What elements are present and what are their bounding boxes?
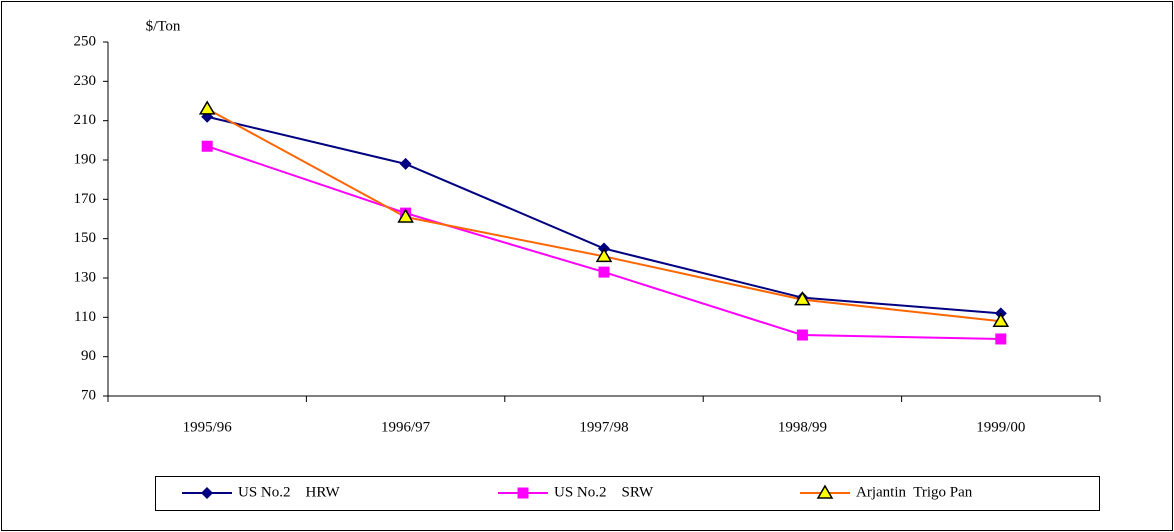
- marker: [595, 247, 613, 263]
- y-tick-label: 110: [74, 309, 96, 325]
- y-axis-label: $/Ton: [146, 18, 181, 34]
- marker: [517, 487, 529, 499]
- y-tick-label: 170: [74, 191, 97, 207]
- y-tick-label: 210: [74, 112, 97, 128]
- marker: [816, 484, 834, 499]
- x-tick-label: 1999/00: [976, 419, 1025, 435]
- marker: [598, 266, 610, 278]
- y-tick-label: 230: [74, 73, 97, 89]
- marker: [992, 312, 1010, 328]
- marker: [995, 333, 1007, 345]
- y-tick-label: 130: [74, 269, 97, 285]
- legend-box: [155, 476, 1100, 511]
- x-tick-label: 1997/98: [579, 419, 628, 435]
- y-tick-label: 70: [81, 387, 96, 403]
- legend-label: Arjantin Trigo Pan: [856, 484, 973, 500]
- marker: [201, 140, 213, 152]
- y-tick-label: 190: [74, 151, 97, 167]
- legend-label: US No.2 HRW: [238, 484, 341, 500]
- x-tick-label: 1996/97: [381, 419, 431, 435]
- y-tick-label: 90: [81, 348, 96, 364]
- y-tick-label: 150: [74, 230, 97, 246]
- marker: [198, 100, 216, 115]
- marker: [399, 157, 412, 170]
- marker: [794, 291, 811, 306]
- y-tick-label: 250: [74, 33, 97, 49]
- legend-label: US No.2 SRW: [554, 484, 654, 500]
- x-tick-label: 1998/99: [778, 419, 827, 435]
- marker: [397, 208, 414, 223]
- marker: [201, 487, 213, 499]
- x-tick-label: 1995/96: [183, 419, 233, 435]
- marker: [796, 329, 808, 341]
